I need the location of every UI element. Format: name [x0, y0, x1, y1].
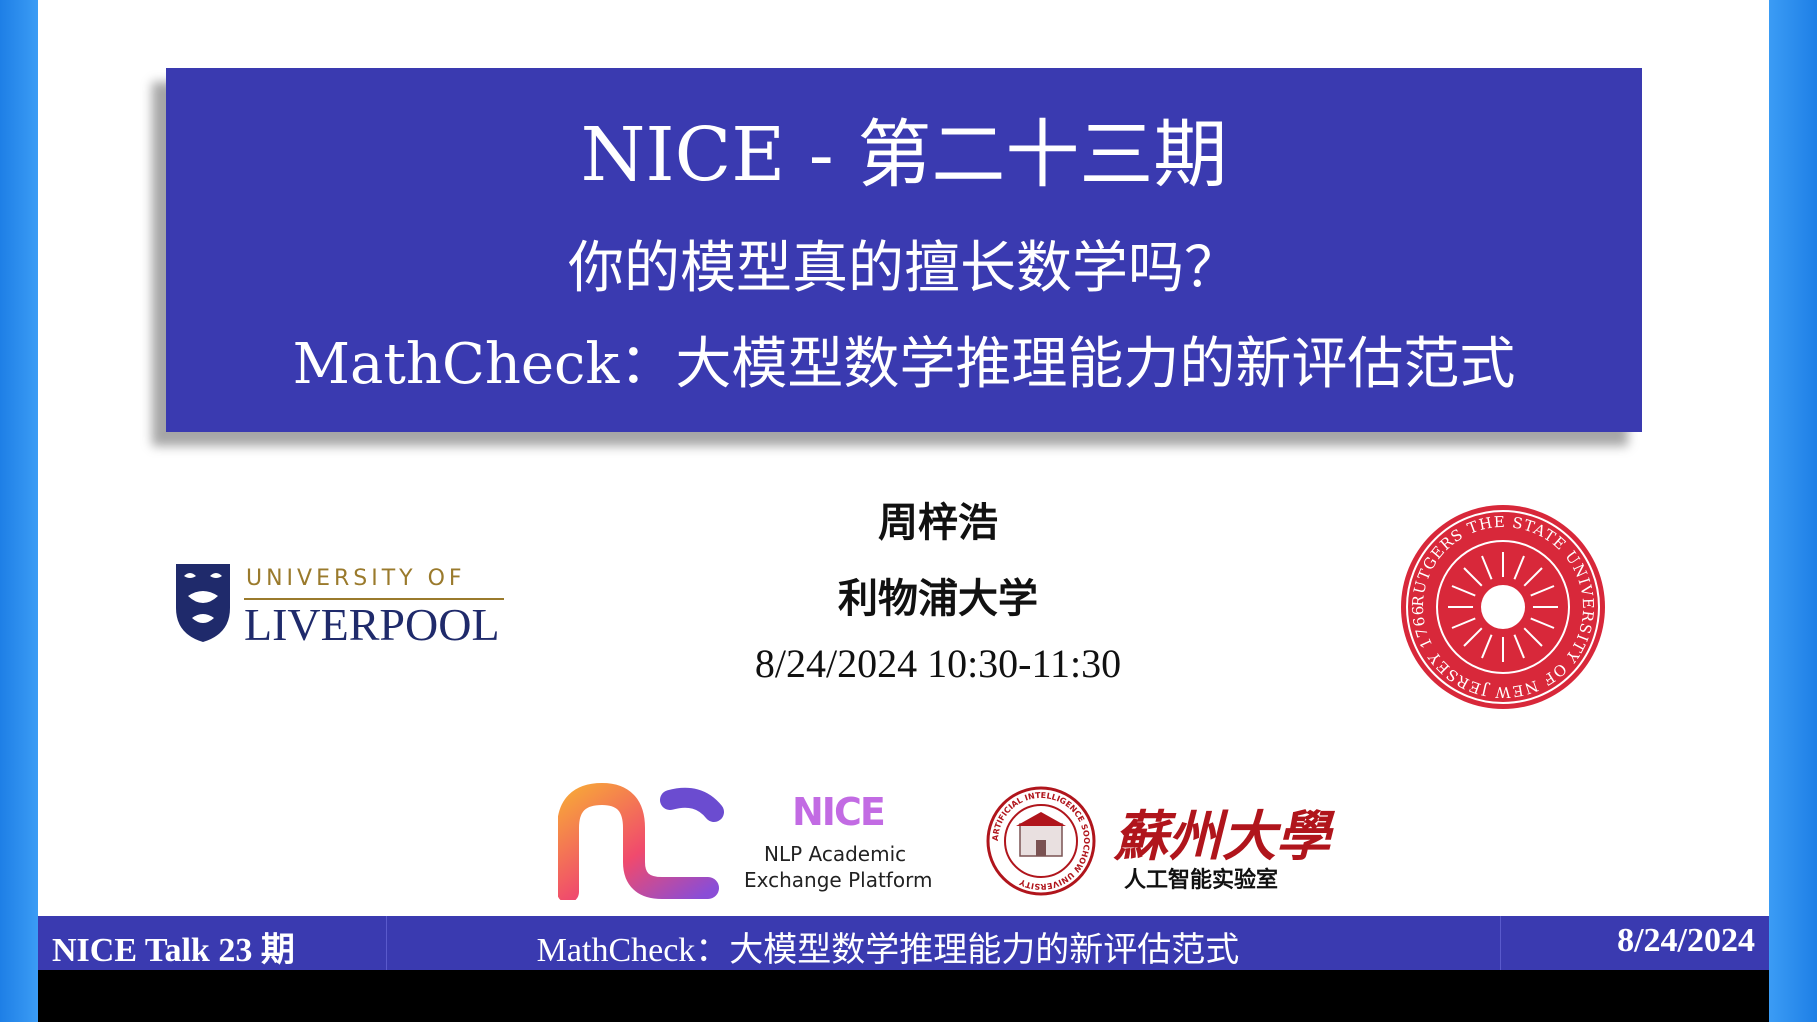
footer-divider-left [386, 916, 387, 970]
soochow-university-logo: 蘇州大學 人工智能实验室 [1114, 792, 1330, 902]
ai-lab-seal-icon: ARTIFICIAL INTELLIGENCE SOOCHOW UNIVERSI… [986, 786, 1096, 896]
presentation-slide: NICE - 第二十三期 你的模型真的擅长数学吗？ MathCheck：大模型数… [38, 0, 1769, 916]
footer-divider-right [1500, 916, 1501, 970]
liverpool-top-text: UNIVERSITY OF [246, 566, 466, 591]
nice-platform-logo: NICE NLP Academic Exchange Platform [744, 790, 944, 900]
title-subtitle: MathCheck：大模型数学推理能力的新评估范式 [292, 332, 1516, 397]
nice-badge: NICE [792, 790, 886, 834]
video-bottom-strip [38, 970, 1769, 1022]
right-frame [1769, 0, 1817, 1022]
left-frame [0, 0, 38, 1022]
title-question: 你的模型真的擅长数学吗？ [568, 236, 1240, 301]
liverpool-divider [244, 598, 504, 600]
rutgers-seal-icon: RUTGERS THE STATE UNIVERSITY OF NEW JERS… [1401, 505, 1605, 709]
soochow-calligraphy: 蘇州大學 [1114, 804, 1330, 868]
footer-session: NICE Talk 23 期 [52, 932, 295, 969]
title-banner: NICE - 第二十三期 你的模型真的擅长数学吗？ MathCheck：大模型数… [166, 68, 1642, 432]
liverpool-crest-icon [176, 564, 230, 642]
footer-title: MathCheck：大模型数学推理能力的新评估范式 [536, 932, 1240, 969]
title-main: NICE - 第二十三期 [580, 112, 1228, 198]
speaker-affiliation: 利物浦大学 [838, 576, 1038, 622]
nice-subtitle-line1: NLP Academic [764, 842, 907, 866]
speaker-name: 周梓浩 [878, 500, 998, 546]
talk-datetime: 8/24/2024 10:30-11:30 [754, 641, 1122, 686]
footer-bar: NICE Talk 23 期 MathCheck：大模型数学推理能力的新评估范式… [38, 916, 1769, 970]
liverpool-main-text: LIVERPOOL [244, 599, 500, 650]
nice-subtitle-line2: Exchange Platform [744, 868, 933, 892]
footer-date: 8/24/2024 [1617, 922, 1755, 959]
university-of-liverpool-logo: UNIVERSITY OF LIVERPOOL [174, 560, 504, 650]
soochow-ai-lab-text: 人工智能实验室 [1124, 868, 1279, 893]
nc-logo-icon [558, 782, 724, 900]
